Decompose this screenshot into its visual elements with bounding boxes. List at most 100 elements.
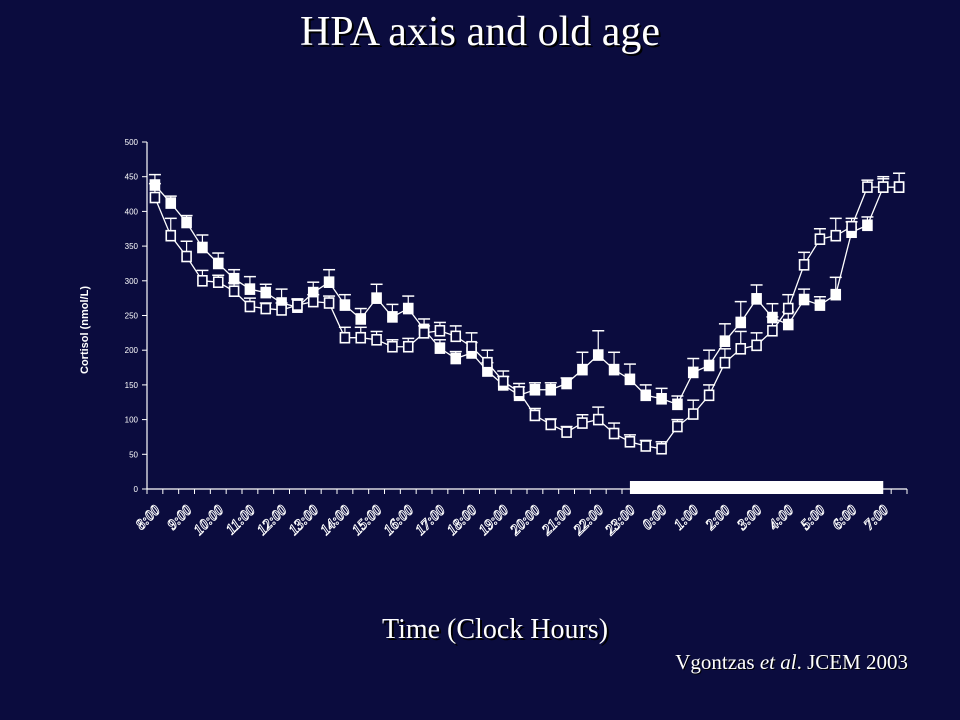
x-tick-label: 21:00: [539, 502, 576, 539]
citation-etal: et al: [759, 650, 797, 674]
filled-square-point: [402, 302, 414, 315]
filled-square-point: [244, 283, 256, 295]
open-square-point: [577, 417, 588, 429]
filled-square-point: [751, 293, 762, 305]
open-square-point: [181, 250, 192, 263]
y-tick-label: 400: [125, 207, 139, 216]
filled-square-point: [434, 342, 446, 354]
filled-square-point: [624, 373, 636, 386]
filled-square-point: [355, 313, 367, 325]
filled-square-point: [323, 276, 335, 288]
open-square-point: [307, 295, 319, 308]
x-tick-label: 1:00: [671, 502, 702, 533]
filled-square-point: [450, 352, 462, 365]
filled-square-point: [830, 288, 842, 301]
open-square-point: [592, 413, 604, 426]
x-tick-label: 10:00: [191, 502, 227, 538]
open-square-point: [893, 181, 905, 193]
x-tick-label: 11:00: [223, 502, 259, 538]
filled-square-point: [862, 219, 873, 232]
x-tick-label: 23:00: [602, 502, 639, 539]
x-tick-label: 7:00: [861, 502, 892, 533]
open-square-point: [656, 442, 667, 455]
filled-square-point: [339, 299, 351, 311]
y-tick-label: 500: [125, 138, 139, 147]
filled-square-point: [371, 292, 382, 304]
filled-square-point: [735, 316, 747, 329]
open-square-point: [418, 327, 430, 339]
x-tick-label: 13:00: [286, 502, 322, 538]
sleep-period-layer: [629, 481, 884, 494]
x-tick-label: 22:00: [570, 502, 607, 539]
filled-square-point: [814, 299, 826, 311]
open-square-point: [529, 409, 541, 422]
x-tick-label: 14:00: [318, 502, 354, 538]
open-square-point: [513, 386, 525, 398]
x-tick-label: 4:00: [766, 502, 798, 534]
open-square-point: [434, 324, 446, 337]
x-axis-title: Time (Clock Hours): [381, 614, 609, 645]
open-square-point: [212, 276, 224, 288]
filled-square-point: [181, 216, 192, 229]
open-square-point: [862, 181, 873, 193]
sleep-period-bar: [629, 481, 884, 494]
filled-square-point: [703, 359, 715, 372]
open-square-point: [640, 440, 652, 452]
filled-square-point: [197, 241, 208, 254]
x-tick-label: 15:00: [349, 502, 385, 538]
x-tick-label: 0:00: [640, 502, 671, 533]
open-square-point: [798, 259, 810, 271]
filled-square-point: [165, 197, 177, 209]
open-square-point: [624, 436, 636, 448]
x-axis-ticks: 8:00 9:0010:0011:0012:0013:0014:0015:0016…: [133, 489, 908, 540]
filled-square-point: [561, 377, 572, 390]
open-square-point: [767, 324, 778, 337]
filled-square-point: [656, 392, 667, 405]
open-square-point: [672, 420, 683, 433]
open-square-point: [719, 356, 731, 369]
open-square-point: [608, 427, 620, 440]
open-square-point: [450, 330, 462, 343]
citation-rest: . JCEM 2003: [796, 650, 908, 674]
open-square-point: [497, 375, 509, 388]
y-tick-label: 450: [125, 173, 139, 182]
y-tick-label: 300: [125, 277, 139, 286]
citation: Vgontzas et al. JCEM 2003: [675, 650, 908, 675]
open-square-point: [149, 191, 161, 204]
open-square-point: [735, 343, 747, 355]
filled-square-point: [577, 363, 588, 376]
x-tick-label: 8:00: [133, 502, 164, 533]
filled-square-point: [719, 335, 731, 347]
series-open-squares: [148, 172, 906, 455]
filled-square-point: [592, 349, 604, 361]
open-square-point: [165, 229, 177, 242]
x-tick-label: 17:00: [413, 502, 449, 538]
open-square-point: [703, 389, 715, 402]
open-square-point: [545, 418, 557, 431]
x-tick-label: 3:00: [734, 502, 766, 534]
y-tick-label: 250: [125, 312, 139, 321]
y-axis-title: Cortisol (nmol/L): [79, 286, 91, 374]
filled-square-point: [640, 389, 652, 402]
open-square-point: [197, 274, 208, 287]
open-square-point: [782, 302, 794, 315]
y-tick-label: 200: [125, 346, 139, 355]
open-square-point: [228, 285, 240, 298]
open-square-point: [323, 297, 335, 309]
plot-area: [147, 142, 907, 489]
y-tick-label: 0: [134, 485, 139, 494]
y-tick-label: 50: [129, 450, 138, 459]
x-tick-label: 19:00: [476, 502, 512, 538]
filled-square-point: [672, 398, 683, 411]
filled-square-point: [687, 366, 699, 379]
y-tick-label: 100: [125, 416, 139, 425]
filled-square-point: [545, 383, 557, 396]
filled-square-point: [212, 257, 224, 270]
open-square-point: [355, 331, 367, 344]
series-layer: [148, 172, 906, 455]
open-square-point: [561, 426, 572, 438]
x-tick-label: 2:00: [702, 502, 734, 534]
y-axis-ticks: 0 50 100 150 200 250 300 350 400 450 500: [125, 138, 147, 494]
y-tick-label: 150: [125, 381, 139, 390]
